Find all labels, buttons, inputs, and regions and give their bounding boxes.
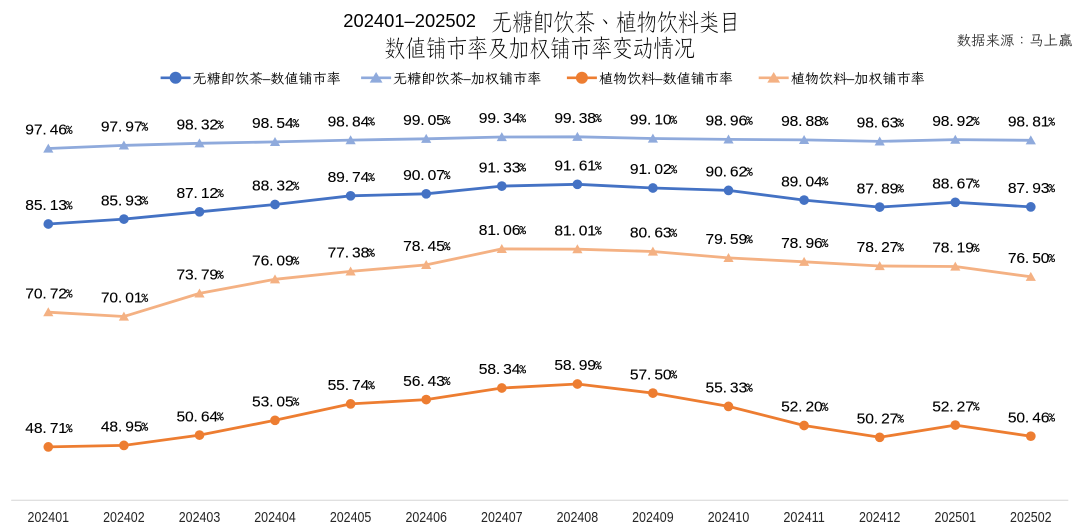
svg-text:50.46: 50.46	[1008, 410, 1050, 426]
svg-text:79.59: 79.59	[706, 232, 748, 248]
svg-text:202411: 202411	[783, 509, 825, 526]
svg-text:58.34: 58.34	[479, 362, 521, 378]
svg-text:89.74: 89.74	[328, 169, 370, 185]
svg-text:90.62: 90.62	[706, 164, 748, 180]
svg-text:87.93: 87.93	[1008, 181, 1050, 197]
svg-text:76.09: 76.09	[252, 253, 294, 269]
svg-text:91.02: 91.02	[630, 162, 672, 178]
svg-text:202406: 202406	[405, 509, 447, 526]
svg-text:76.50: 76.50	[1008, 250, 1050, 266]
svg-text:85.93: 85.93	[101, 193, 143, 209]
svg-text:78.96: 78.96	[781, 235, 823, 251]
svg-text:98.54: 98.54	[252, 116, 294, 132]
svg-text:202502: 202502	[1010, 509, 1052, 526]
svg-text:52.20: 52.20	[781, 399, 823, 415]
svg-text:202401: 202401	[28, 509, 70, 526]
svg-text:97.97: 97.97	[101, 119, 143, 135]
svg-text:98.32: 98.32	[176, 117, 218, 133]
svg-text:202403: 202403	[179, 509, 221, 526]
svg-text:87.12: 87.12	[176, 185, 218, 201]
svg-text:56.43: 56.43	[403, 373, 445, 389]
svg-text:202409: 202409	[632, 509, 674, 526]
svg-text:202402: 202402	[103, 509, 145, 526]
svg-text:98.92: 98.92	[932, 113, 974, 129]
svg-text:89.04: 89.04	[781, 174, 823, 190]
svg-text:58.99: 58.99	[554, 358, 596, 374]
svg-text:202405: 202405	[330, 509, 372, 526]
svg-text:99.34: 99.34	[479, 111, 521, 127]
svg-text:52.27: 52.27	[932, 399, 974, 415]
svg-text:70.01: 70.01	[101, 290, 143, 306]
svg-text:91.61: 91.61	[554, 158, 596, 174]
svg-text:70.72: 70.72	[25, 286, 67, 302]
svg-text:202401–202502: 202401–202502	[343, 11, 476, 31]
svg-text:48.95: 48.95	[101, 419, 143, 435]
svg-text:99.05: 99.05	[403, 112, 445, 128]
svg-text:78.19: 78.19	[932, 240, 974, 256]
svg-text:87.89: 87.89	[857, 181, 899, 197]
svg-text:77.38: 77.38	[328, 245, 370, 261]
svg-text:57.50: 57.50	[630, 367, 672, 383]
svg-text:98.63: 98.63	[857, 115, 899, 131]
svg-text:85.13: 85.13	[25, 198, 67, 214]
svg-text:202404: 202404	[254, 509, 296, 526]
svg-text:98.81: 98.81	[1008, 114, 1050, 130]
svg-text:78.27: 78.27	[857, 240, 899, 256]
svg-text:50.64: 50.64	[176, 409, 218, 425]
svg-text:81.06: 81.06	[479, 223, 521, 239]
svg-text:90.07: 90.07	[403, 167, 445, 183]
svg-text:80.63: 80.63	[630, 225, 672, 241]
svg-text:99.38: 99.38	[554, 110, 596, 126]
svg-text:48.71: 48.71	[25, 421, 67, 437]
svg-text:99.10: 99.10	[630, 112, 672, 128]
svg-text:73.79: 73.79	[176, 267, 218, 283]
svg-text:202408: 202408	[557, 509, 599, 526]
svg-text:98.88: 98.88	[781, 114, 823, 130]
svg-text:91.33: 91.33	[479, 160, 521, 176]
svg-text:55.33: 55.33	[706, 380, 748, 396]
svg-text:81.01: 81.01	[554, 223, 596, 239]
svg-text:202410: 202410	[708, 509, 750, 526]
svg-text:55.74: 55.74	[328, 378, 370, 394]
svg-text:98.84: 98.84	[328, 114, 370, 130]
svg-text:202407: 202407	[481, 509, 523, 526]
svg-text:97.46: 97.46	[25, 122, 67, 138]
svg-text:88.67: 88.67	[932, 176, 974, 192]
svg-text:53.05: 53.05	[252, 394, 294, 410]
svg-text:202412: 202412	[859, 509, 901, 526]
svg-text:50.27: 50.27	[857, 411, 899, 427]
svg-text:78.45: 78.45	[403, 239, 445, 255]
svg-text:202501: 202501	[935, 509, 977, 526]
svg-text:98.96: 98.96	[706, 113, 748, 129]
svg-text:88.32: 88.32	[252, 178, 294, 194]
